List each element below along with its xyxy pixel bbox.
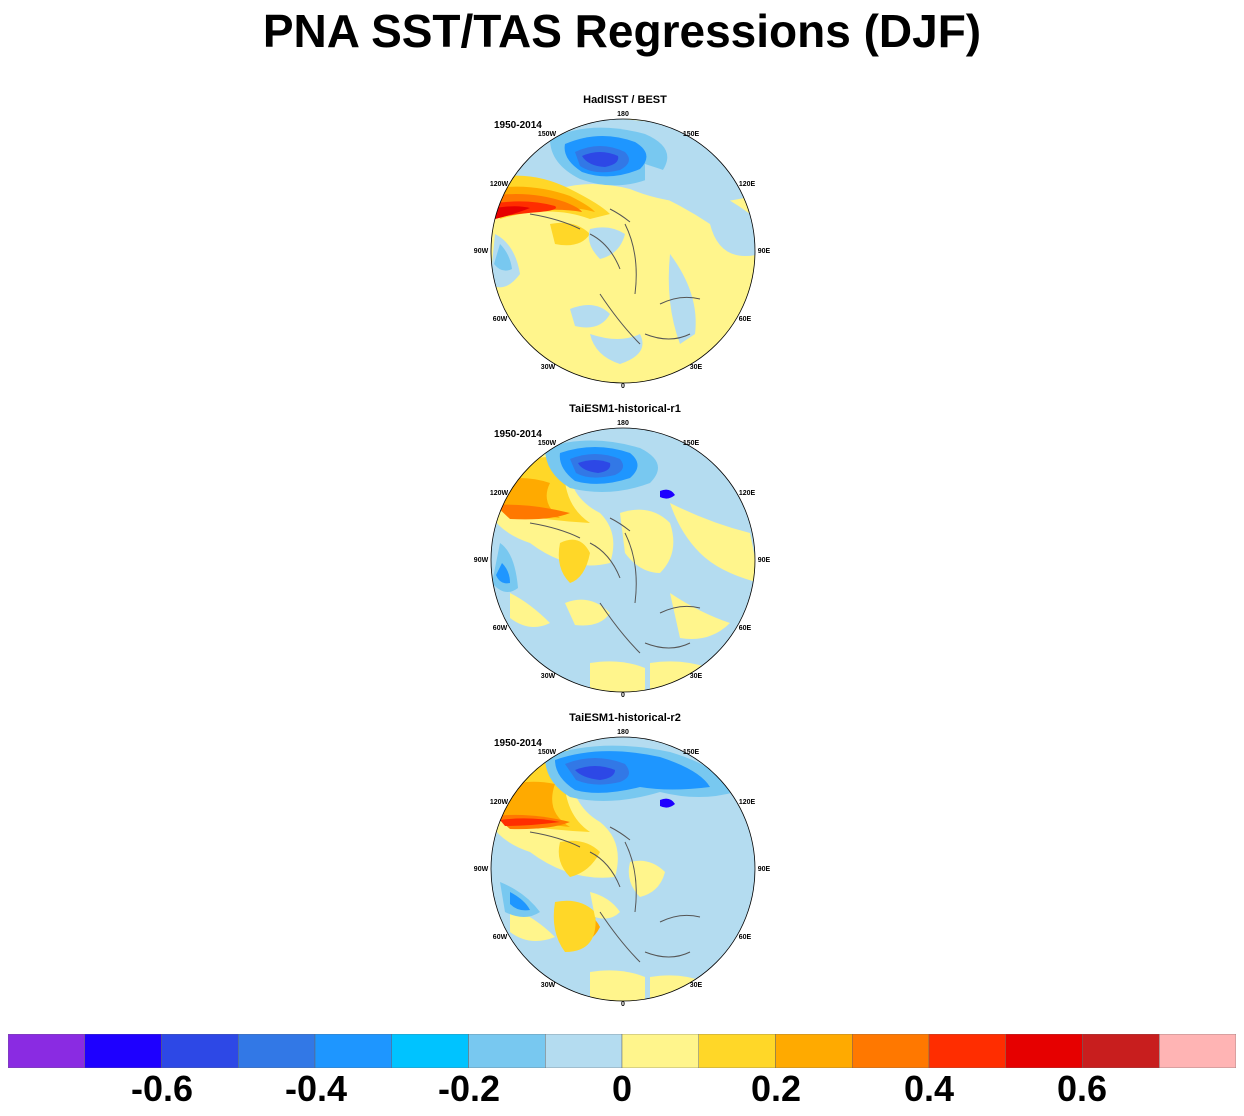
lon-label-90E: 90E: [758, 866, 771, 873]
lon-label-150W: 150W: [538, 440, 557, 447]
colorbar-swatch: [314, 1034, 392, 1068]
lon-label-180: 180: [617, 729, 629, 736]
lon-label-0: 0: [621, 383, 625, 390]
lon-label-0: 0: [621, 692, 625, 699]
lon-label-30E: 30E: [690, 982, 703, 989]
colorbar-swatch: [775, 1034, 853, 1068]
lon-label-60W: 60W: [493, 316, 508, 323]
lon-label-60E: 60E: [739, 934, 752, 941]
polar-map: 180 150E 120E 90E 60E 30E 0 30W 60W 90W …: [474, 111, 771, 390]
lon-label-60W: 60W: [493, 934, 508, 941]
colorbar-swatch: [84, 1034, 162, 1068]
lon-label-120E: 120E: [739, 181, 756, 188]
lon-label-150W: 150W: [538, 749, 557, 756]
lon-label-150E: 150E: [683, 749, 700, 756]
colorbar-swatch: [1082, 1034, 1160, 1068]
colorbar-swatch: [928, 1034, 1006, 1068]
lon-label-90E: 90E: [758, 557, 771, 564]
colorbar-swatch: [545, 1034, 623, 1068]
polar-map: 180 150E 120E 90E 60E 30E 0 30W 60W 90W …: [474, 420, 771, 699]
colorbar-swatch: [391, 1034, 469, 1068]
lon-label-60W: 60W: [493, 625, 508, 632]
map-panel-2: 180 150E 120E 90E 60E 30E 0 30W 60W 90W …: [470, 403, 780, 703]
colorbar-tick-label: -0.4: [284, 1068, 348, 1109]
period-label: 1950-2014: [494, 120, 542, 131]
lon-label-150W: 150W: [538, 131, 557, 138]
colorbar-swatch: [852, 1034, 930, 1068]
lon-label-0: 0: [621, 1001, 625, 1008]
lon-label-150E: 150E: [683, 440, 700, 447]
period-label: 1950-2014: [494, 738, 542, 749]
lon-label-120W: 120W: [490, 181, 509, 188]
colorbar-tick-label: -0.6: [130, 1068, 194, 1109]
colorbar-tick-label: 0.2: [750, 1068, 802, 1109]
panel-title: TaiESM1-historical-r1: [569, 403, 681, 415]
colorbar-tick-label: 0.4: [903, 1068, 955, 1109]
colorbar-swatch: [621, 1034, 699, 1068]
map-panel-3: 180 150E 120E 90E 60E 30E 0 30W 60W 90W …: [470, 712, 780, 1012]
lon-label-120E: 120E: [739, 799, 756, 806]
panel-title: HadISST / BEST: [583, 94, 667, 106]
colorbar-swatch: [238, 1034, 316, 1068]
colorbar-swatch: [698, 1034, 776, 1068]
map-panel-1: 180 150E 120E 90E 60E 30E 0 30W 60W 90W …: [470, 94, 780, 394]
lon-label-30W: 30W: [541, 982, 556, 989]
colorbar-swatch: [468, 1034, 546, 1068]
lon-label-180: 180: [617, 111, 629, 118]
figure-title: PNA SST/TAS Regressions (DJF): [262, 5, 982, 57]
lon-label-60E: 60E: [739, 625, 752, 632]
colorbar-swatch: [8, 1034, 85, 1068]
colorbar-tick-label: 0: [611, 1068, 633, 1109]
lon-label-90W: 90W: [474, 248, 489, 255]
colorbar-swatch: [1005, 1034, 1083, 1068]
colorbar: [8, 1034, 1236, 1068]
lon-label-120W: 120W: [490, 799, 509, 806]
lon-label-30E: 30E: [690, 364, 703, 371]
lon-label-150E: 150E: [683, 131, 700, 138]
lon-label-30W: 30W: [541, 673, 556, 680]
colorbar-swatch: [1159, 1034, 1236, 1068]
panel-title: TaiESM1-historical-r2: [569, 712, 681, 724]
period-label: 1950-2014: [494, 429, 542, 440]
lon-label-90W: 90W: [474, 557, 489, 564]
lon-label-180: 180: [617, 420, 629, 427]
polar-map: 180 150E 120E 90E 60E 30E 0 30W 60W 90W …: [474, 729, 771, 1008]
lon-label-120E: 120E: [739, 490, 756, 497]
colorbar-tick-label: -0.2: [437, 1068, 501, 1109]
lon-label-120W: 120W: [490, 490, 509, 497]
colorbar-swatch: [161, 1034, 239, 1068]
lon-label-90E: 90E: [758, 248, 771, 255]
colorbar-tick-label: 0.6: [1056, 1068, 1108, 1109]
lon-label-90W: 90W: [474, 866, 489, 873]
lon-label-30E: 30E: [690, 673, 703, 680]
lon-label-60E: 60E: [739, 316, 752, 323]
lon-label-30W: 30W: [541, 364, 556, 371]
